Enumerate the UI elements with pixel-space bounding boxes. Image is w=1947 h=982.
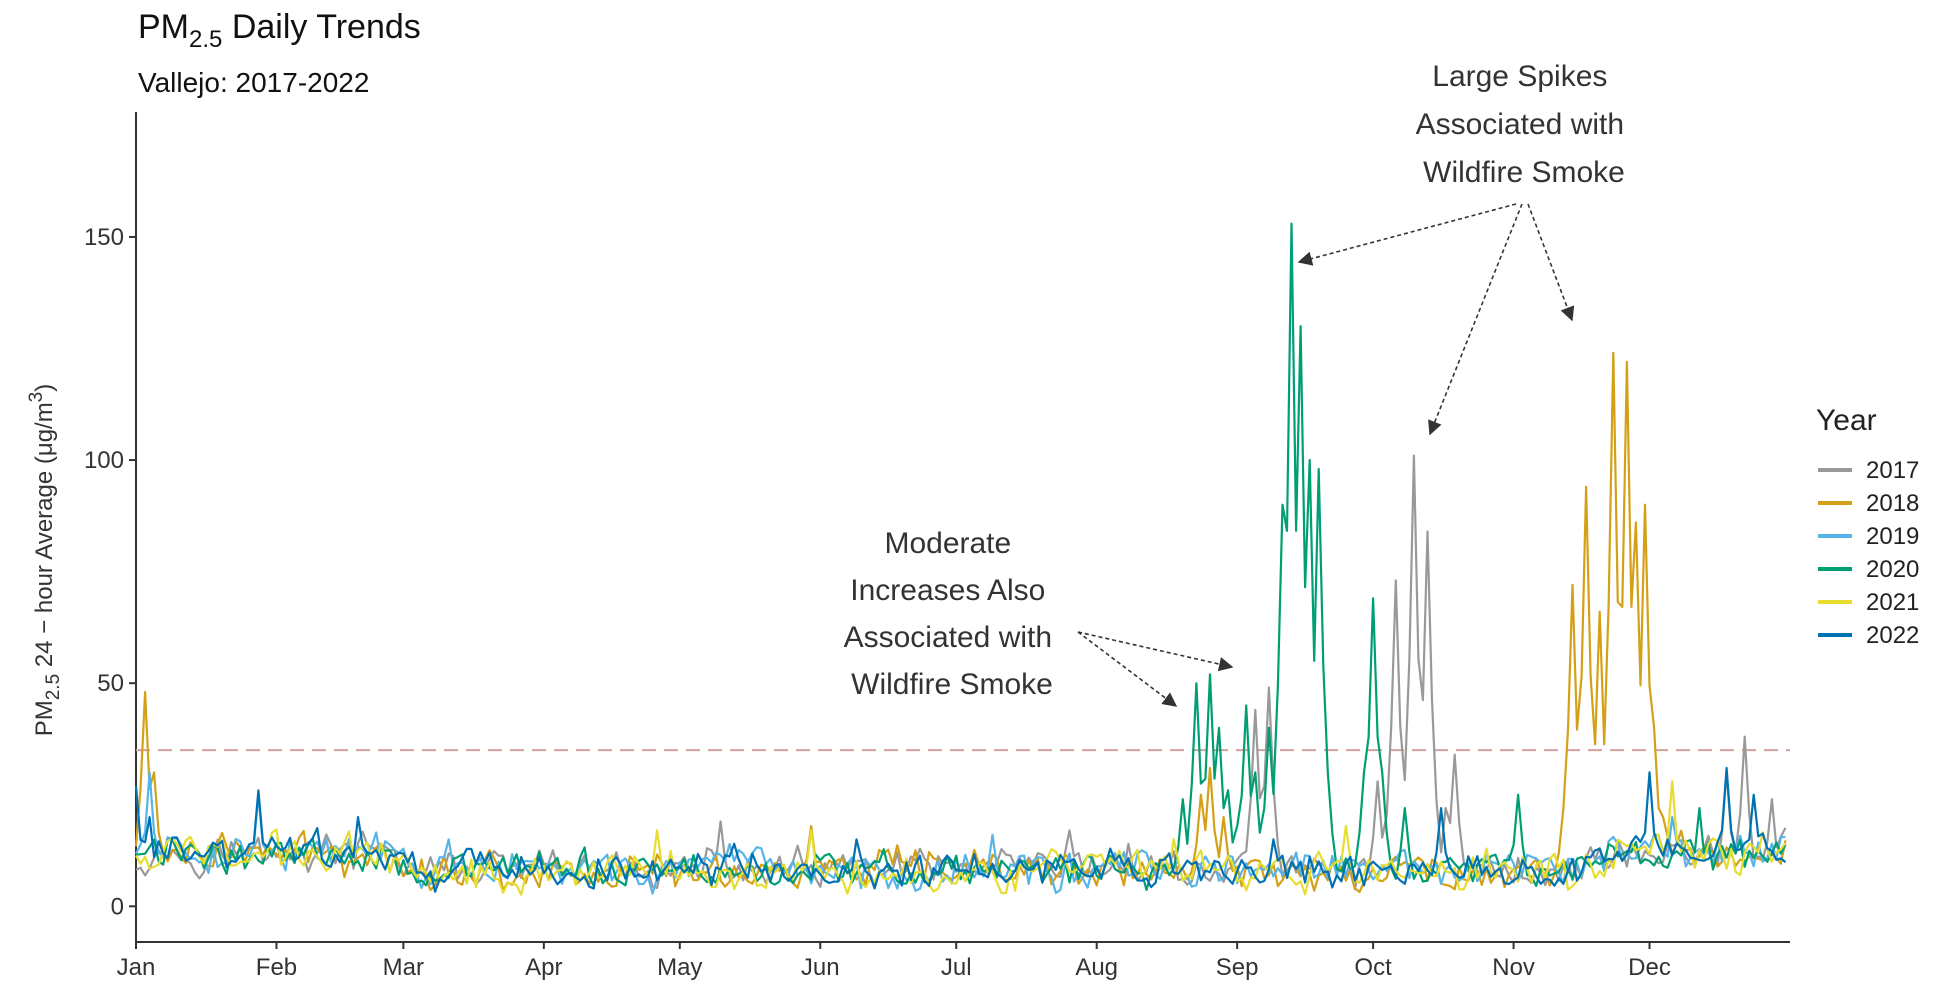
- y-axis-label: PM2.5 24 − hour Average (μg/m3): [26, 384, 64, 737]
- arrow-large-2018: [1527, 203, 1575, 322]
- x-tick-label: Jul: [941, 954, 972, 981]
- legend-label-2017: 2017: [1866, 457, 1919, 484]
- series-line-2021: [135, 780, 1787, 896]
- x-tick-label: Aug: [1075, 954, 1118, 981]
- x-tick-group: Jan Feb Mar Apr May Jun Jul Aug Sep Oct Nov Dec: [117, 942, 1671, 981]
- legend-label-2019: 2019: [1866, 523, 1919, 550]
- x-tick-label: Oct: [1354, 954, 1392, 981]
- annotation-large-line-2: Associated with: [1416, 108, 1624, 141]
- y-tick-label: 100: [84, 447, 124, 474]
- series-line-2020: [135, 222, 1787, 891]
- legend-title: Year: [1816, 404, 1877, 437]
- chart-subtitle: Vallejo: 2017-2022: [138, 67, 369, 98]
- legend: 2017 2018 2019 2020 2021 2022: [1818, 457, 1919, 649]
- y-tick-label: 0: [111, 893, 124, 920]
- legend-label-2018: 2018: [1866, 490, 1919, 517]
- annotation-moderate-line-4: Wildfire Smoke: [851, 668, 1053, 701]
- x-tick-label: Dec: [1628, 954, 1671, 981]
- legend-label-2021: 2021: [1866, 589, 1919, 616]
- x-tick-label: Feb: [256, 954, 297, 981]
- annotation-moderate-line-1: Moderate: [884, 527, 1011, 560]
- y-axis-label-superscript: 3: [26, 392, 47, 403]
- arrow-moderate-2017: [1077, 631, 1234, 672]
- series-lines-group: [134, 222, 1787, 896]
- annotation-arrows: [1077, 203, 1575, 707]
- y-axis-label-close: ): [31, 384, 58, 392]
- x-tick-label: Nov: [1492, 954, 1535, 981]
- annotation-large-line-3: Wildfire Smoke: [1423, 156, 1625, 189]
- series-line-2022: [134, 766, 1787, 893]
- x-tick-label: Mar: [383, 954, 424, 981]
- legend-label-2022: 2022: [1866, 622, 1919, 649]
- legend-label-2020: 2020: [1866, 556, 1919, 583]
- arrow-large-2020: [1297, 203, 1517, 266]
- y-tick-label: 50: [97, 670, 124, 697]
- arrow-large-2017: [1428, 203, 1523, 436]
- annotation-moderate-line-2: Increases Also: [850, 574, 1045, 607]
- chart-title-subscript: 2.5: [189, 26, 222, 53]
- annotation-moderate-line-3: Associated with: [844, 621, 1052, 654]
- y-tick-label: 150: [84, 224, 124, 251]
- annotation-large: Large Spikes Associated with Wildfire Sm…: [1416, 60, 1633, 189]
- y-tick-group: 0 50 100 150: [84, 224, 136, 920]
- x-tick-label: Jun: [801, 954, 840, 981]
- y-axis-label-rest: 24 − hour Average (μg/m: [31, 402, 58, 674]
- x-tick-label: Sep: [1216, 954, 1259, 981]
- annotation-moderate: Moderate Increases Also Associated with …: [844, 527, 1061, 701]
- y-axis-label-subscript: 2.5: [43, 674, 64, 700]
- x-tick-label: Jan: [117, 954, 156, 981]
- chart-title-rest: Daily Trends: [222, 8, 420, 46]
- y-axis-label-prefix: PM: [31, 700, 58, 736]
- x-tick-label: Apr: [525, 954, 562, 981]
- annotation-large-line-1: Large Spikes: [1432, 60, 1607, 93]
- chart-title: PM2.5 Daily Trends: [138, 8, 421, 53]
- x-tick-label: May: [657, 954, 702, 981]
- chart-title-main: PM: [138, 8, 189, 46]
